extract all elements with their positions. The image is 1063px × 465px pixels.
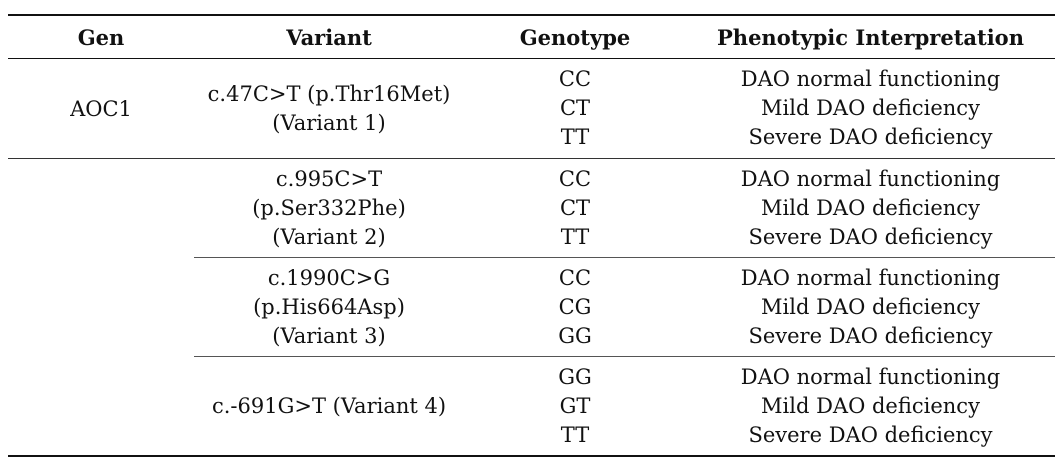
genotype-value: CG: [558, 294, 592, 319]
genotype-cell: CC CT TT: [464, 59, 686, 159]
table-row: AOC1 c.47C>T (p.Thr16Met) (Variant 1) CC…: [8, 59, 1055, 159]
phenotype-value: Mild DAO deficiency: [761, 96, 980, 120]
header-genotype: Genotype: [464, 14, 686, 59]
table-row: c.995C>T (p.Ser332Phe) (Variant 2) CC CT…: [8, 158, 1055, 258]
gen-cell: [8, 356, 194, 457]
genotype-table-container: Gen Variant Genotype Phenotypic Interpre…: [8, 14, 1055, 457]
genotype-value: GG: [558, 364, 592, 389]
genotype-cell: CC CG GG: [464, 257, 686, 357]
header-gen: Gen: [8, 14, 194, 59]
variant-line: c.1990C>G: [267, 265, 391, 290]
gen-cell: [8, 158, 194, 258]
phenotype-value: Severe DAO deficiency: [748, 422, 993, 447]
phenotype-cell: DAO normal functioning Mild DAO deficien…: [686, 59, 1055, 159]
variant-cell: c.995C>T (p.Ser332Phe) (Variant 2): [194, 158, 464, 258]
table-header: Gen Variant Genotype Phenotypic Interpre…: [8, 14, 1055, 59]
phenotype-value: Mild DAO deficiency: [761, 393, 980, 418]
genotype-value: CC: [558, 67, 592, 91]
genotype-table: Gen Variant Genotype Phenotypic Interpre…: [8, 14, 1055, 457]
phenotype-value: Severe DAO deficiency: [748, 125, 993, 149]
variant-line: c.47C>T (p.Thr16Met): [207, 81, 451, 106]
genotype-value: CT: [559, 195, 591, 220]
genotype-value: CC: [558, 166, 592, 191]
genotype-value: TT: [560, 422, 590, 447]
genotype-cell: GG GT TT: [464, 356, 686, 457]
genotype-cell: CC CT TT: [464, 158, 686, 258]
header-phenotype: Phenotypic Interpretation: [686, 14, 1055, 59]
gen-cell: [8, 258, 194, 357]
phenotype-value: Mild DAO deficiency: [761, 294, 980, 319]
phenotype-value: Severe DAO deficiency: [748, 323, 993, 348]
genotype-value: TT: [560, 125, 590, 149]
header-variant: Variant: [194, 14, 464, 59]
variant-cell: c.-691G>T (Variant 4): [194, 356, 464, 457]
variant-line: c.995C>T: [275, 166, 383, 191]
phenotype-value: Severe DAO deficiency: [748, 224, 993, 249]
table-row: c.-691G>T (Variant 4) GG GT TT DAO norma…: [8, 356, 1055, 457]
gen-cell: AOC1: [70, 96, 132, 121]
variant-line: (Variant 3): [272, 323, 386, 348]
phenotype-cell: DAO normal functioning Mild DAO deficien…: [686, 158, 1055, 258]
header-row: Gen Variant Genotype Phenotypic Interpre…: [8, 14, 1055, 59]
genotype-value: CC: [558, 265, 592, 290]
variant-line: c.-691G>T (Variant 4): [211, 393, 447, 418]
phenotype-cell: DAO normal functioning Mild DAO deficien…: [686, 356, 1055, 457]
phenotype-value: DAO normal functioning: [740, 166, 1001, 191]
variant-line: (p.Ser332Phe): [252, 195, 406, 220]
genotype-value: GG: [558, 323, 592, 348]
variant-cell: c.1990C>G (p.His664Asp) (Variant 3): [194, 257, 464, 357]
table-body: AOC1 c.47C>T (p.Thr16Met) (Variant 1) CC…: [8, 59, 1055, 457]
phenotype-value: Mild DAO deficiency: [761, 195, 980, 220]
variant-line: (p.His664Asp): [253, 294, 405, 319]
variant-cell: c.47C>T (p.Thr16Met) (Variant 1): [194, 59, 464, 159]
genotype-value: CT: [559, 96, 591, 120]
phenotype-value: DAO normal functioning: [740, 364, 1001, 389]
genotype-value: GT: [559, 393, 591, 418]
phenotype-cell: DAO normal functioning Mild DAO deficien…: [686, 257, 1055, 357]
genotype-value: TT: [560, 224, 590, 249]
phenotype-value: DAO normal functioning: [740, 67, 1001, 91]
variant-line: (Variant 1): [272, 110, 386, 135]
variant-line: (Variant 2): [272, 224, 386, 249]
table-row: c.1990C>G (p.His664Asp) (Variant 3) CC C…: [8, 257, 1055, 357]
phenotype-value: DAO normal functioning: [740, 265, 1001, 290]
